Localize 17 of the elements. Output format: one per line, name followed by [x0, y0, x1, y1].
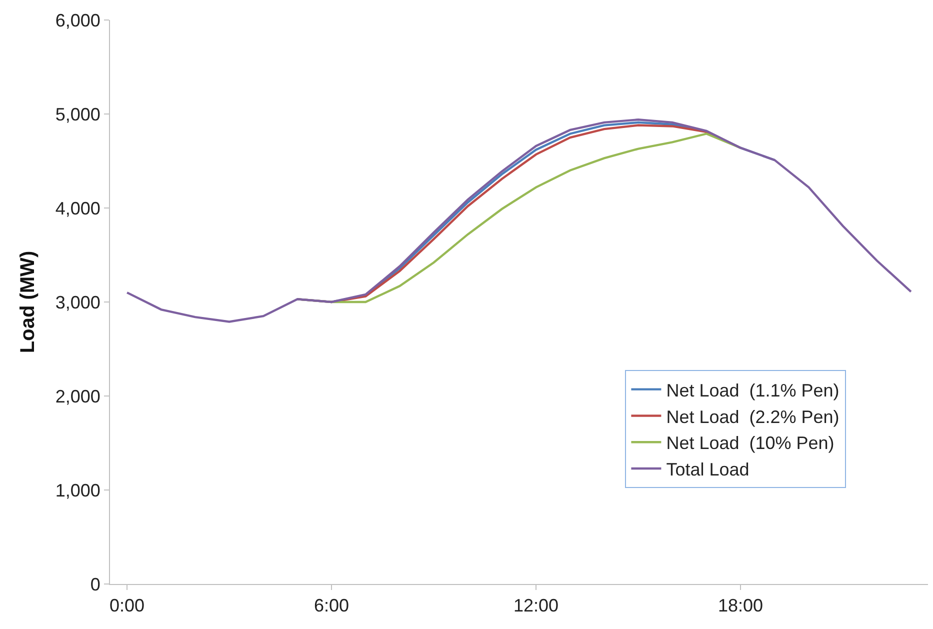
legend-label: Net Load (10% Pen) — [666, 433, 834, 454]
x-tick-label: 6:00 — [314, 596, 350, 616]
y-tick-label: 6,000 — [55, 10, 100, 30]
x-tick-label: 18:00 — [718, 596, 764, 616]
x-tick-label: 12:00 — [514, 596, 559, 616]
x-tick-label: 0:00 — [110, 596, 145, 616]
line-series — [126, 118, 912, 323]
y-tick-label: 3,000 — [55, 292, 100, 312]
legend-label: Net Load (1.1% Pen) — [666, 380, 840, 400]
legend-label: Total Load — [666, 460, 750, 480]
legend-label: Net Load (2.2% Pen) — [666, 406, 840, 427]
y-tick-label: 1,000 — [55, 480, 100, 500]
y-tick-label: 4,000 — [55, 198, 100, 218]
y-axis-title: Load (MW) — [16, 250, 39, 354]
y-tick-label: 0 — [90, 574, 100, 594]
y-tick-label: 5,000 — [55, 104, 100, 124]
y-tick-label: 2,000 — [55, 386, 100, 406]
